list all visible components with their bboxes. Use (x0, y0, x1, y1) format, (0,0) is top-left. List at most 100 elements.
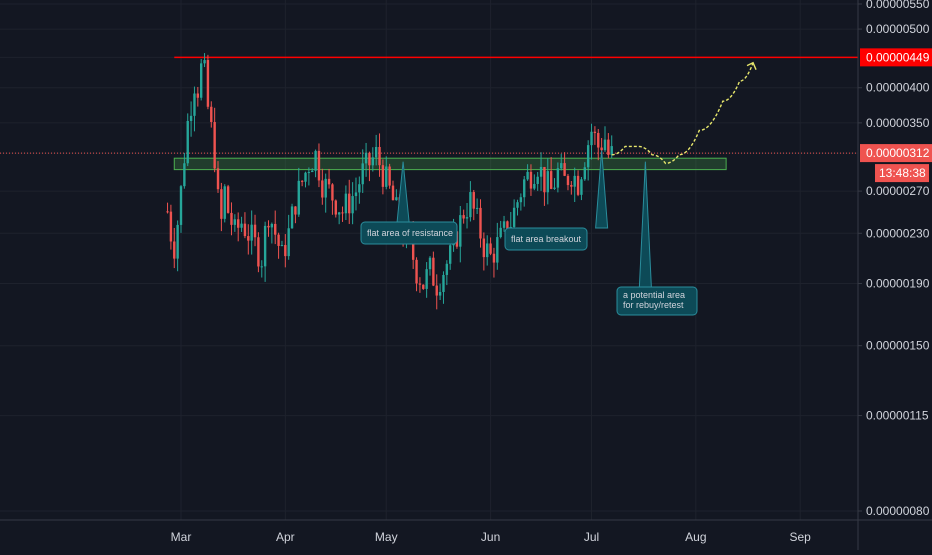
candle[interactable] (469, 181, 472, 222)
candle[interactable] (502, 215, 506, 232)
candle[interactable] (223, 184, 226, 223)
candle[interactable] (287, 214, 290, 260)
candle[interactable] (277, 232, 280, 259)
candle[interactable] (422, 284, 425, 290)
candle[interactable] (280, 240, 284, 247)
candle[interactable] (576, 170, 580, 197)
candle[interactable] (472, 189, 475, 221)
candle[interactable] (351, 182, 354, 225)
candle[interactable] (462, 209, 465, 224)
candle[interactable] (297, 167, 300, 217)
candle[interactable] (183, 152, 186, 189)
candle[interactable] (348, 179, 351, 224)
candle[interactable] (368, 151, 371, 182)
candle[interactable] (189, 101, 193, 137)
candle[interactable] (247, 224, 250, 255)
candle[interactable] (216, 161, 220, 193)
candle[interactable] (607, 133, 610, 159)
candle[interactable] (512, 199, 516, 228)
candle[interactable] (371, 147, 375, 172)
candle[interactable] (253, 214, 257, 247)
candle[interactable] (240, 216, 243, 232)
candle[interactable] (199, 58, 203, 101)
candle[interactable] (536, 171, 539, 191)
candle[interactable] (590, 123, 593, 160)
candle[interactable] (425, 262, 428, 298)
candle[interactable] (270, 222, 274, 244)
candle[interactable] (573, 167, 576, 203)
candle[interactable] (519, 193, 523, 211)
candle[interactable] (533, 174, 536, 191)
candle[interactable] (482, 232, 486, 271)
flat-zone-rectangle[interactable] (173, 157, 727, 171)
candle[interactable] (300, 180, 304, 187)
candle[interactable] (570, 181, 573, 195)
candle[interactable] (354, 177, 358, 211)
candle[interactable] (176, 220, 179, 272)
candle[interactable] (428, 256, 432, 276)
candle[interactable] (374, 134, 378, 166)
candle[interactable] (358, 176, 361, 204)
candle[interactable] (321, 168, 324, 205)
candle[interactable] (378, 133, 381, 177)
candle[interactable] (492, 247, 496, 278)
candle[interactable] (334, 199, 337, 218)
candle[interactable] (586, 140, 590, 181)
candle[interactable] (486, 235, 489, 266)
candle[interactable] (331, 183, 334, 215)
candle[interactable] (543, 166, 546, 206)
candle[interactable] (556, 162, 560, 193)
candle[interactable] (432, 251, 435, 287)
candle[interactable] (173, 227, 176, 269)
candle[interactable] (603, 126, 607, 152)
candle[interactable] (546, 158, 549, 205)
candle[interactable] (243, 212, 247, 239)
candle[interactable] (179, 184, 183, 233)
candle[interactable] (220, 182, 223, 232)
candle[interactable] (553, 178, 556, 190)
candle[interactable] (459, 205, 462, 263)
candle[interactable] (442, 271, 445, 304)
candle[interactable] (526, 164, 529, 181)
candle[interactable] (257, 232, 260, 273)
candle[interactable] (583, 162, 586, 181)
candle[interactable] (226, 184, 230, 214)
candle[interactable] (337, 211, 341, 225)
candle[interactable] (230, 202, 233, 236)
candle[interactable] (438, 283, 442, 300)
candle[interactable] (361, 149, 364, 193)
candle[interactable] (388, 163, 391, 189)
candle[interactable] (418, 277, 422, 293)
candle[interactable] (290, 203, 294, 229)
candle[interactable] (395, 189, 398, 201)
candle[interactable] (385, 156, 388, 190)
candle[interactable] (499, 220, 502, 239)
candle[interactable] (203, 53, 206, 68)
breakout-callout[interactable]: flat area breakout (504, 150, 609, 251)
candle[interactable] (364, 142, 368, 177)
candle[interactable] (489, 237, 492, 256)
candle[interactable] (166, 202, 169, 214)
candle[interactable] (304, 171, 307, 188)
candle[interactable] (560, 153, 563, 171)
candle[interactable] (566, 173, 570, 191)
candle[interactable] (250, 210, 253, 255)
candle[interactable] (479, 199, 482, 248)
candle[interactable] (260, 260, 263, 278)
projection-curve[interactable] (611, 62, 754, 165)
candle[interactable] (341, 206, 344, 222)
candle[interactable] (233, 214, 237, 232)
candle[interactable] (344, 185, 348, 221)
candle[interactable] (516, 199, 519, 216)
candle[interactable] (391, 180, 395, 201)
candle[interactable] (415, 257, 418, 292)
candle[interactable] (539, 152, 543, 191)
candle[interactable] (237, 212, 240, 242)
candle[interactable] (597, 129, 600, 161)
candle[interactable] (435, 274, 438, 310)
candle[interactable] (196, 86, 200, 107)
candle[interactable] (213, 107, 216, 173)
